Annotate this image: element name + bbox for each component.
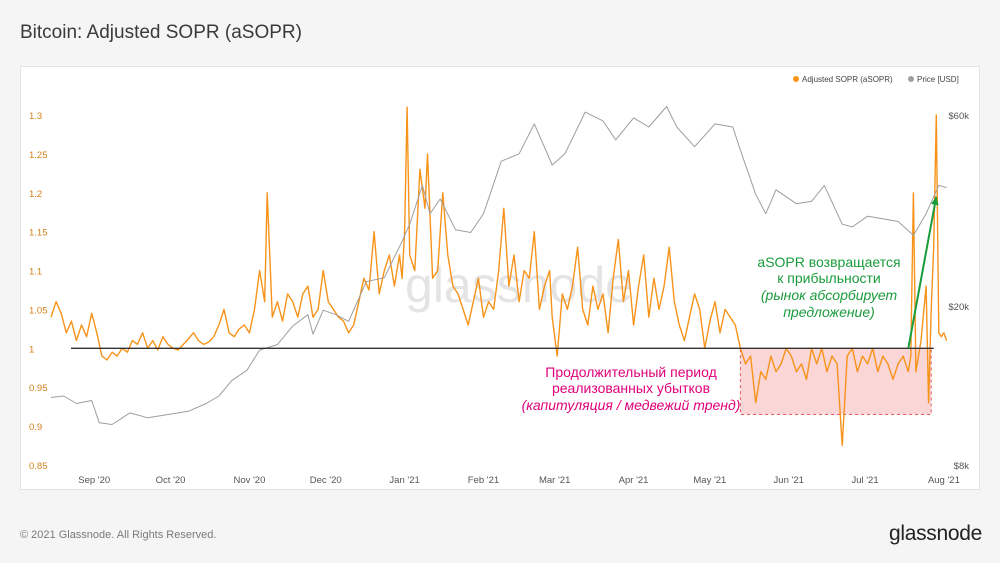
y-left-tick-label: 1.05 (29, 305, 48, 316)
x-tick-label: Apr '21 (619, 475, 649, 486)
loss-annotation-italic: (капитуляция / медвежий тренд) (522, 397, 741, 413)
x-tick-label: Jul '21 (851, 475, 878, 486)
price-series-line (50, 106, 947, 425)
legend-marker (793, 76, 799, 82)
asopr-series-line (50, 106, 948, 447)
legend-marker (908, 76, 914, 82)
watermark: glassnode (405, 257, 633, 313)
profit-arrow-line (907, 196, 938, 349)
profit-annotation-line-1: aSOPR возвращается (757, 254, 900, 270)
page-title: Bitcoin: Adjusted SOPR (aSOPR) (20, 22, 302, 43)
y-left-tick-label: 1.15 (29, 228, 48, 239)
x-tick-label: Mar '21 (539, 475, 570, 486)
x-tick-label: Sep '20 (78, 475, 110, 486)
loss-annotation-line-2: реализованных убытков (552, 380, 710, 396)
chart-panel: glassnode 0.85 0.9 0.95 1 1.05 1.1 1.15 1.2 1.25 1… (20, 66, 980, 490)
y-right-tick-label: $60k (948, 111, 969, 122)
y-left-tick-label: 1.25 (29, 150, 48, 161)
y-left-tick-label: 0.9 (29, 422, 42, 433)
profit-arrow-head (930, 196, 939, 206)
y-right-tick-label: $20k (948, 302, 969, 313)
copyright: © 2021 Glassnode. All Rights Reserved. (20, 529, 217, 541)
profit-annotation-line-2: к прибыльности (777, 270, 881, 286)
x-tick-label: Aug '21 (928, 475, 960, 486)
y-left-tick-label: 1.1 (29, 267, 42, 278)
y-left-tick-label: 0.95 (29, 383, 48, 394)
x-tick-label: May '21 (693, 475, 726, 486)
x-tick-label: Dec '20 (310, 475, 342, 486)
legend-label: Adjusted SOPR (aSOPR) (802, 75, 893, 84)
legend-label: Price [USD] (917, 75, 959, 84)
profit-annotation-italic-2: предложение) (783, 304, 875, 320)
y-left-tick-label: 1 (29, 344, 34, 355)
y-right-tick-label: $8k (954, 461, 970, 472)
x-tick-label: Jun '21 (774, 475, 804, 486)
profit-annotation-italic-1: (рынок абсорбирует (761, 287, 898, 303)
y-left-tick-label: 1.2 (29, 189, 42, 200)
x-tick-label: Nov '20 (233, 475, 265, 486)
x-tick-label: Jan '21 (389, 475, 419, 486)
x-tick-label: Oct '20 (156, 475, 186, 486)
loss-annotation-line-1: Продолжительный период (545, 364, 717, 380)
brand-logo[interactable]: glassnode (888, 522, 982, 545)
chart[interactable]: glassnode 0.85 0.9 0.95 1 1.05 1.1 1.15 1.2 1.25 1… (21, 67, 979, 489)
x-tick-label: Feb '21 (468, 475, 499, 486)
y-left-tick-label: 0.85 (29, 461, 48, 472)
y-left-tick-label: 1.3 (29, 111, 42, 122)
